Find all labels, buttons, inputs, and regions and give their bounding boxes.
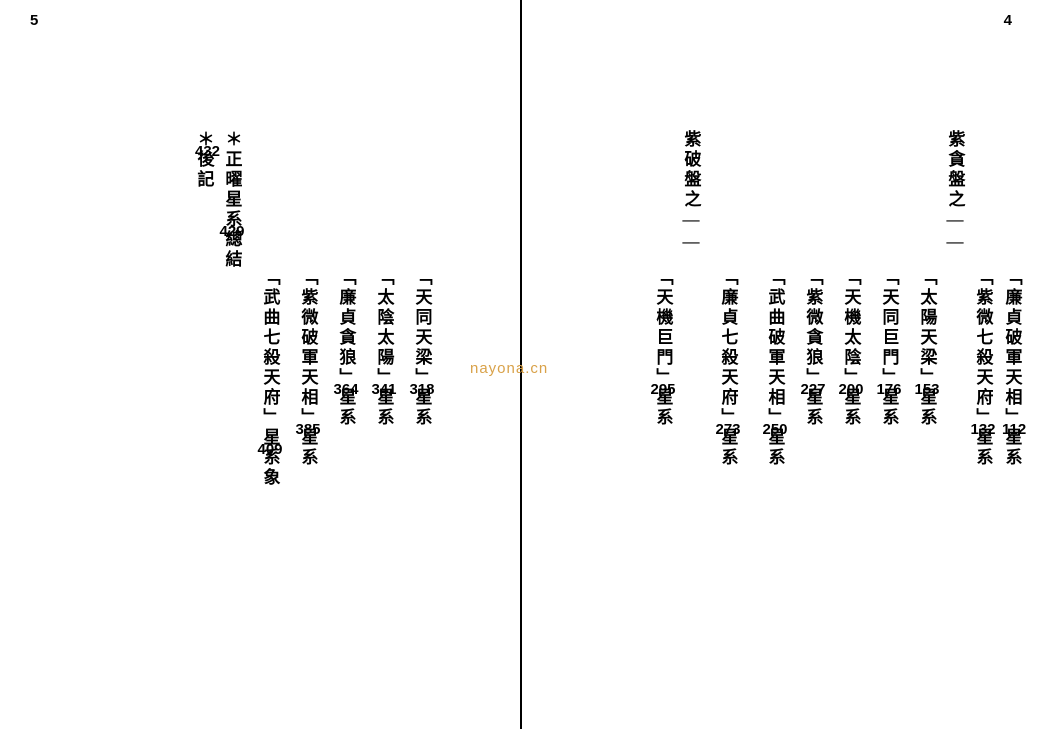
entry-title: 「紫微貪狼」星系 <box>805 268 822 428</box>
toc-entry: 「廉貞貪狼」星系364 <box>327 130 365 428</box>
toc-entry: 「太陽天梁」星系153 <box>908 130 946 428</box>
toc-entry: 「天機巨門」星系295 <box>644 130 682 428</box>
entry-title: 「天機太陰」星系 <box>843 268 860 428</box>
page-num-right: 4 <box>1004 12 1012 29</box>
entry-page-number: 227 <box>794 381 832 398</box>
entry-title: 「天同巨門」星系 <box>881 268 898 428</box>
toc-columns-right: 「廉貞破軍天相」星系112「紫微七殺天府」星系132紫貪盤之——「太陽天梁」星系… <box>644 130 1022 468</box>
entry-title: 「天同天梁」星系 <box>414 268 431 428</box>
entry-page-number: 341 <box>365 381 403 398</box>
toc-entry: 紫破盤之—— <box>682 130 700 254</box>
toc-entry: 「紫微破軍天相」星系385 <box>289 130 327 468</box>
entry-title: 「廉貞貪狼」星系 <box>338 268 355 428</box>
entry-page-number: 432 <box>195 143 213 160</box>
entry-page-number: 153 <box>908 381 946 398</box>
entry-page-number: 273 <box>700 421 756 438</box>
section-title: 紫破盤之—— <box>683 130 700 254</box>
toc-entry: 「天同巨門」星系176 <box>870 130 908 428</box>
toc-entry: 紫貪盤之—— <box>946 130 964 254</box>
entry-title: 「太陽天梁」星系 <box>919 268 936 428</box>
toc-entry: 「紫微七殺天府」星系132 <box>964 130 1002 468</box>
entry-title: ＊後記 <box>196 130 213 190</box>
entry-page-number: 409 <box>251 441 289 458</box>
entry-title: 「太陰太陽」星系 <box>376 268 393 428</box>
entry-title: ＊正曜星系總結 <box>224 130 241 270</box>
entry-title: 「武曲破軍天相」星系 <box>767 268 784 468</box>
book-spine <box>520 0 522 729</box>
toc-columns-left: 「天同天梁」星系318「太陰太陽」星系341「廉貞貪狼」星系364「紫微破軍天相… <box>195 130 441 488</box>
entry-title: 「廉貞破軍天相」星系 <box>1004 268 1021 468</box>
entry-page-number: 429 <box>213 223 251 240</box>
toc-entry: 「紫微貪狼」星系227 <box>794 130 832 428</box>
toc-entry: 「天機太陰」星系200 <box>832 130 870 428</box>
entry-page-number: 364 <box>327 381 365 398</box>
entry-title: 「紫微破軍天相」星系 <box>300 268 317 468</box>
toc-entry: 「武曲破軍天相」星系250 <box>756 130 794 468</box>
entry-title: 「天機巨門」星系 <box>655 268 672 428</box>
entry-page-number: 250 <box>756 421 794 438</box>
section-title: 紫貪盤之—— <box>947 130 964 254</box>
page-num-left: 5 <box>30 12 38 29</box>
entry-page-number: 112 <box>1002 421 1022 438</box>
entry-page-number: 200 <box>832 381 870 398</box>
toc-entry: 「天同天梁」星系318 <box>403 130 441 428</box>
entry-page-number: 176 <box>870 381 908 398</box>
toc-entry: 「太陰太陽」星系341 <box>365 130 403 428</box>
entry-page-number: 295 <box>644 381 682 398</box>
toc-entry: 「廉貞七殺天府」星系273 <box>700 130 756 468</box>
entry-page-number: 132 <box>964 421 1002 438</box>
entry-title: 「紫微七殺天府」星系 <box>975 268 992 468</box>
entry-title: 「廉貞七殺天府」星系 <box>720 268 737 468</box>
toc-entry: 「廉貞破軍天相」星系112 <box>1002 130 1022 468</box>
toc-entry: ＊後記432 <box>195 130 213 190</box>
toc-entry: 「武曲七殺天府」星系象409 <box>251 130 289 488</box>
entry-page-number: 385 <box>289 421 327 438</box>
entry-page-number: 318 <box>403 381 441 398</box>
